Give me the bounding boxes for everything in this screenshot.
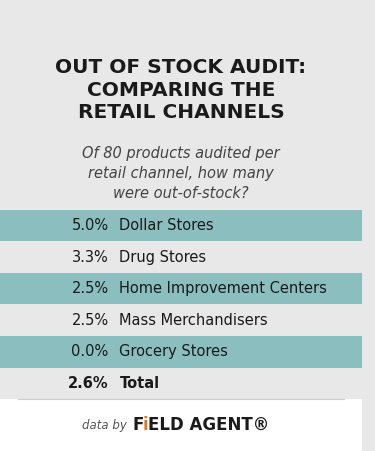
Text: 0.0%: 0.0% <box>71 344 108 359</box>
Text: Grocery Stores: Grocery Stores <box>119 344 228 359</box>
FancyBboxPatch shape <box>0 399 362 451</box>
Text: Drug Stores: Drug Stores <box>119 249 207 265</box>
FancyBboxPatch shape <box>0 336 362 368</box>
Text: OUT OF STOCK AUDIT:
COMPARING THE
RETAIL CHANNELS: OUT OF STOCK AUDIT: COMPARING THE RETAIL… <box>56 58 306 123</box>
FancyBboxPatch shape <box>0 273 362 304</box>
Text: Dollar Stores: Dollar Stores <box>119 218 214 233</box>
FancyBboxPatch shape <box>0 210 362 241</box>
Text: Total: Total <box>119 376 159 391</box>
Text: i: i <box>142 416 148 434</box>
Text: ELD AGENT®: ELD AGENT® <box>148 416 269 434</box>
Text: Of 80 products audited per
retail channel, how many
were out-of-stock?: Of 80 products audited per retail channe… <box>82 146 280 201</box>
Text: F: F <box>132 416 144 434</box>
Text: Home Improvement Centers: Home Improvement Centers <box>119 281 327 296</box>
Text: 3.3%: 3.3% <box>72 249 108 265</box>
FancyBboxPatch shape <box>0 368 362 399</box>
Text: 5.0%: 5.0% <box>71 218 108 233</box>
Text: 2.5%: 2.5% <box>71 313 108 328</box>
FancyBboxPatch shape <box>0 241 362 273</box>
Text: 2.6%: 2.6% <box>68 376 108 391</box>
FancyBboxPatch shape <box>0 304 362 336</box>
Text: data by: data by <box>82 419 127 432</box>
Text: Mass Merchandisers: Mass Merchandisers <box>119 313 268 328</box>
Text: 2.5%: 2.5% <box>71 281 108 296</box>
